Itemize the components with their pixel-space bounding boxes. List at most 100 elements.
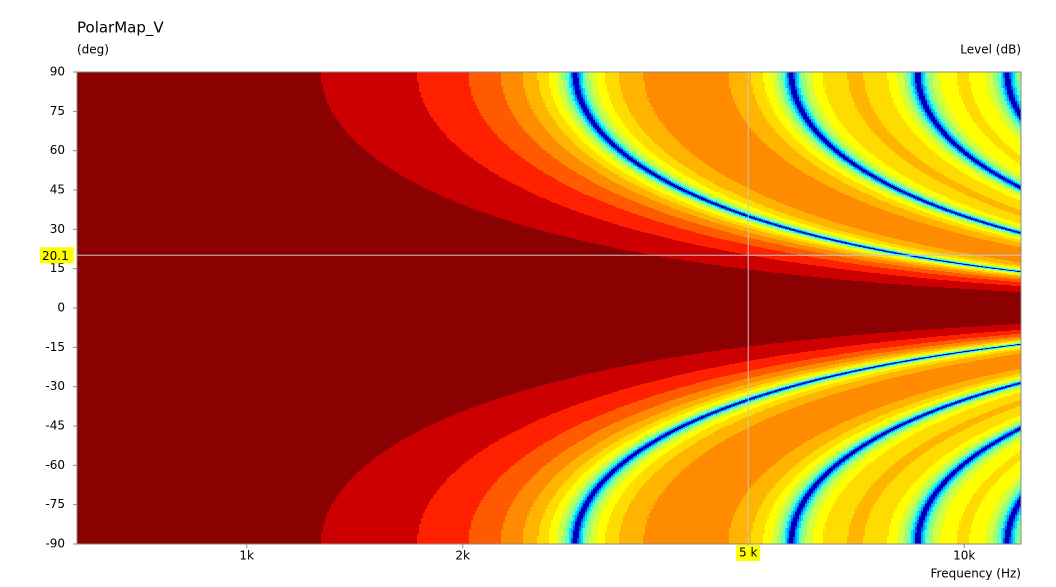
heat-cell [593,488,596,489]
heat-cell [471,95,474,158]
heat-cell [463,464,466,544]
heat-cell [557,235,560,381]
heat-cell [601,141,604,143]
heat-cell [415,72,418,183]
heat-cell [591,458,594,466]
heat-cell [417,432,420,534]
heat-cell [485,72,488,122]
heat-cell [571,95,574,103]
heat-cell [581,503,584,506]
heat-cell [581,126,584,132]
heat-cell [539,470,542,494]
heat-cell [503,94,506,143]
heat-cell [601,485,604,487]
heat-cell [587,139,590,146]
heat-cell [485,122,488,168]
heat-cell [487,402,490,447]
heat-cell [453,72,456,143]
heat-cell [359,72,362,146]
heat-cell [547,484,550,505]
heat-cell [329,508,332,544]
heat-cell [505,396,508,436]
heat-cell [543,489,546,514]
heat-cell [579,175,582,192]
heat-cell [541,72,544,97]
heat-cell [527,482,530,515]
heat-cell [599,460,602,466]
heat-cell [441,72,444,131]
heat-cell [565,237,568,379]
heat-cell [83,72,86,544]
heat-cell [475,72,478,105]
heat-cell [591,373,594,399]
heat-cell [531,72,534,109]
heat-cell [523,457,526,486]
heat-cell [575,519,578,522]
heat-cell [585,497,588,499]
heat-cell [221,72,224,544]
heat-cell [595,130,598,132]
heat-cell [599,135,602,137]
heat-cell [585,401,588,421]
heat-cell [589,141,592,148]
heat-cell [575,125,578,134]
heat-cell [429,115,432,190]
heat-cell [459,467,462,544]
heat-cell [551,383,554,414]
heat-cell [577,376,580,404]
heat-cell [327,512,330,544]
heat-cell [591,499,594,501]
heat-cell [595,116,598,119]
heat-cell [603,117,606,124]
heat-cell [479,211,482,405]
heat-cell [423,103,426,188]
heat-cell [553,158,556,178]
heat-cell [555,457,558,475]
heat-cell [189,72,192,544]
heat-cell [537,196,540,230]
heat-cell [573,122,576,132]
heat-cell [317,72,320,544]
heat-cell [537,447,540,472]
heat-cell [421,72,424,98]
heat-cell [581,375,584,403]
heat-cell [601,136,604,137]
heat-cell [589,72,592,80]
heat-cell [451,474,454,544]
heat-cell [587,374,590,401]
heat-cell [479,113,482,164]
heat-cell [571,461,574,475]
heat-cell [579,493,582,499]
heat-cell [565,379,568,409]
heat-cell [599,452,602,460]
heat-cell [547,416,550,441]
heat-cell [513,151,516,184]
heat-cell [515,185,518,223]
heat-cell [585,510,588,512]
heat-cell [133,72,136,544]
heat-cell [593,243,596,373]
heat-cell [471,521,474,544]
heat-cell [603,127,606,130]
heat-cell [437,490,440,544]
heat-cell [567,379,570,408]
heat-cell [409,180,412,436]
heat-cell [589,125,592,127]
heat-cell [299,72,302,544]
heat-cell [325,517,328,544]
heat-cell [595,487,598,493]
heat-cell [557,181,560,204]
heat-cell [337,495,340,544]
heat-cell [597,219,600,244]
heat-cell [601,451,604,458]
heat-cell [571,130,574,141]
heat-cell [589,400,592,420]
heat-cell [545,174,548,199]
heat-cell [377,160,380,456]
heat-cell [593,170,596,183]
heat-cell [505,516,508,544]
heat-cell [417,534,420,544]
heat-cell [467,409,470,461]
heat-cell [571,141,574,155]
heat-cell [553,234,556,382]
